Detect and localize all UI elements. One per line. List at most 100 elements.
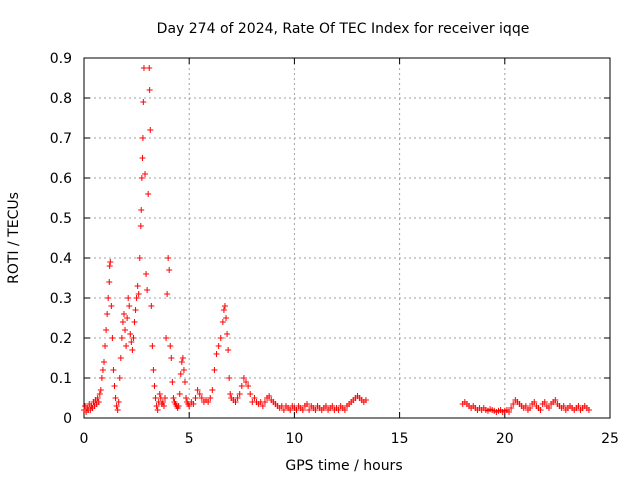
data-point-marker [178, 359, 185, 365]
data-point-marker [110, 367, 117, 373]
data-point-marker [168, 355, 175, 361]
data-point-marker [243, 379, 250, 385]
data-point-marker [238, 383, 245, 389]
data-point-marker [105, 295, 112, 301]
data-point-marker [116, 375, 123, 381]
data-point-marker [287, 407, 294, 413]
x-tick-label: 0 [80, 431, 89, 447]
grid-layer [84, 58, 610, 418]
data-point-marker [186, 403, 193, 409]
data-point-marker [207, 395, 214, 401]
data-point-marker [146, 65, 153, 71]
data-point-marker [181, 379, 188, 385]
x-tick-label: 15 [391, 431, 409, 447]
data-point-marker [114, 407, 121, 413]
data-point-marker [108, 303, 115, 309]
data-point-marker [180, 367, 187, 373]
data-point-marker [112, 395, 119, 401]
y-ticks-layer: 0 0.1 0.2 0.3 0.4 0.5 0.6 0.7 0.8 0.9 [50, 51, 610, 427]
data-point-marker [102, 343, 109, 349]
data-point-marker [261, 399, 268, 405]
data-point-marker [306, 407, 313, 413]
data-point-marker [221, 303, 228, 309]
data-point-marker [113, 403, 120, 409]
data-point-marker [146, 87, 153, 93]
data-point-marker [164, 291, 171, 297]
y-tick-label: 0.1 [50, 371, 72, 387]
data-point-marker [138, 175, 145, 181]
y-tick-label: 0.2 [50, 331, 72, 347]
data-point-marker [163, 335, 170, 341]
x-axis-label: GPS time / hours [285, 458, 402, 474]
y-axis-label: ROTI / TECUs [6, 192, 22, 284]
data-point-marker [122, 327, 129, 333]
data-point-marker [145, 191, 152, 197]
data-point-marker [537, 407, 544, 413]
data-point-marker [510, 401, 517, 407]
data-point-marker [527, 405, 534, 411]
data-point-marker [148, 303, 155, 309]
data-point-marker [312, 407, 319, 413]
data-point-marker [219, 319, 226, 325]
data-point-marker [140, 99, 147, 105]
data-point-marker [162, 395, 169, 401]
data-point-marker [226, 375, 233, 381]
x-tick-label: 25 [601, 431, 619, 447]
y-tick-label: 0.5 [50, 211, 72, 227]
data-point-marker [127, 331, 134, 337]
data-point-marker [175, 403, 182, 409]
data-point-marker [266, 393, 273, 399]
data-point-marker [124, 315, 131, 321]
data-point-marker [251, 395, 258, 401]
data-point-marker [247, 391, 254, 397]
data-point-marker [194, 387, 201, 393]
data-point-marker [245, 383, 252, 389]
x-tick-label: 10 [285, 431, 303, 447]
data-point-marker [304, 401, 311, 407]
data-point-marker [96, 391, 103, 397]
data-point-marker [149, 343, 156, 349]
data-point-marker [322, 403, 329, 409]
data-point-marker [133, 295, 140, 301]
data-point-marker [97, 387, 104, 393]
data-point-marker [106, 263, 113, 269]
data-point-marker [362, 397, 369, 403]
data-point-marker [177, 371, 184, 377]
data-point-marker [166, 267, 173, 273]
data-point-marker [299, 407, 306, 413]
data-point-marker [152, 395, 159, 401]
data-point-marker [560, 403, 567, 409]
data-point-marker [183, 395, 190, 401]
y-tick-label: 0.4 [50, 251, 72, 267]
data-point-marker [94, 395, 101, 401]
data-point-marker [142, 171, 149, 177]
data-point-marker [293, 407, 300, 413]
data-point-marker [541, 399, 548, 405]
data-point-marker [120, 311, 127, 317]
data-point-marker [156, 391, 163, 397]
data-point-marker [131, 319, 138, 325]
y-tick-label: 0.3 [50, 291, 72, 307]
data-point-marker [130, 335, 137, 341]
data-point-marker [176, 391, 183, 397]
data-point-marker [213, 351, 220, 357]
data-point-marker [215, 343, 222, 349]
data-point-marker [217, 335, 224, 341]
data-point-marker [153, 403, 160, 409]
data-point-marker [329, 403, 336, 409]
data-point-marker [125, 295, 132, 301]
data-point-marker [170, 395, 177, 401]
data-point-marker [196, 391, 203, 397]
data-point-marker [134, 283, 141, 289]
y-tick-label: 0.7 [50, 131, 72, 147]
data-point-marker [227, 391, 234, 397]
data-point-marker [192, 395, 199, 401]
data-point-marker [522, 403, 529, 409]
x-ticks-layer: 0 5 10 15 20 25 [80, 58, 619, 447]
data-point-marker [119, 319, 126, 325]
data-point-marker [508, 405, 515, 411]
data-point-marker [138, 207, 145, 213]
data-point-marker [585, 407, 592, 413]
data-point-marker [106, 279, 113, 285]
